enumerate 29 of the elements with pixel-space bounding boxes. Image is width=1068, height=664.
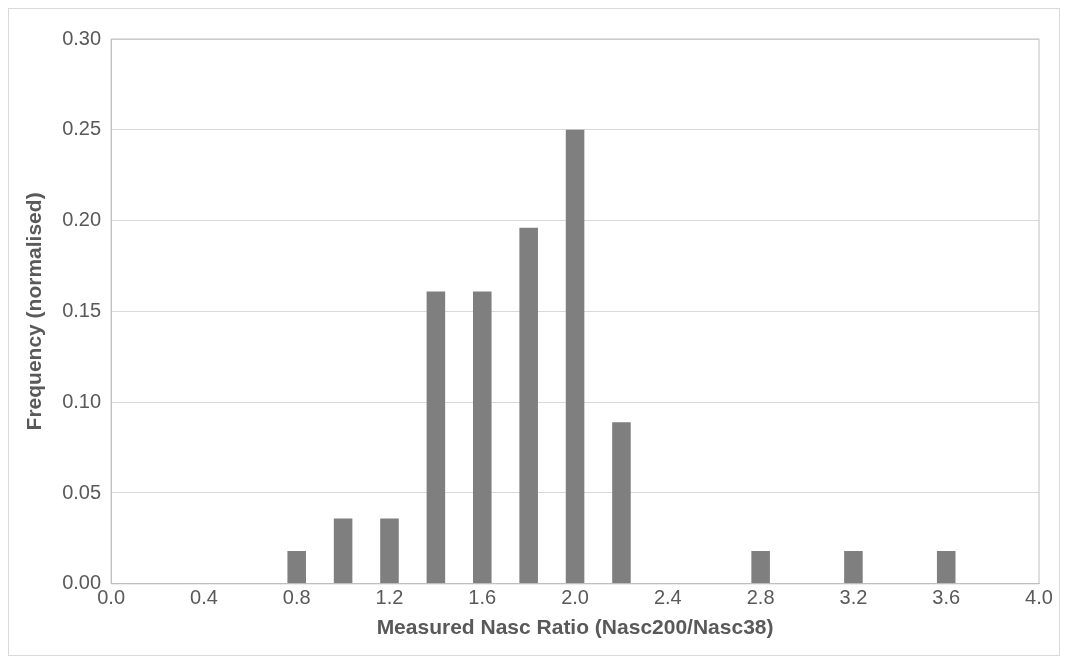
x-tick-label: 1.6 (468, 586, 497, 609)
x-tick-label: 0.4 (190, 586, 218, 609)
bar (751, 551, 770, 584)
x-tick-label: 0.8 (282, 586, 311, 609)
x-tick-label: 4.0 (1025, 586, 1053, 609)
y-tick-label: 0.05 (62, 480, 102, 503)
bar (844, 551, 863, 584)
x-tick-label: 1.2 (375, 586, 404, 609)
x-tick-label: 2.4 (653, 586, 682, 609)
x-tick-label: 2.0 (561, 586, 589, 609)
bar (333, 518, 353, 584)
y-tick-label: 0.20 (62, 208, 102, 231)
y-tick-label: 0.30 (62, 26, 102, 49)
bar (473, 291, 492, 584)
x-tick-label: 3.2 (839, 586, 868, 609)
bar (936, 551, 956, 584)
y-tick-label: 0.10 (62, 389, 102, 412)
y-tick-label: 0.25 (62, 117, 102, 140)
x-tick-label: 2.8 (746, 586, 775, 609)
bar (565, 129, 585, 584)
bar (287, 551, 306, 584)
bar (612, 422, 631, 584)
bar (426, 291, 446, 584)
bar (519, 227, 538, 584)
bar (380, 518, 399, 584)
x-axis-title: Measured Nasc Ratio (Nasc200/Nasc38) (376, 615, 774, 639)
x-tick-label: 3.6 (932, 586, 961, 609)
y-tick-label: 0.15 (62, 298, 102, 321)
y-axis-title: Frequency (normalised) (22, 192, 46, 431)
